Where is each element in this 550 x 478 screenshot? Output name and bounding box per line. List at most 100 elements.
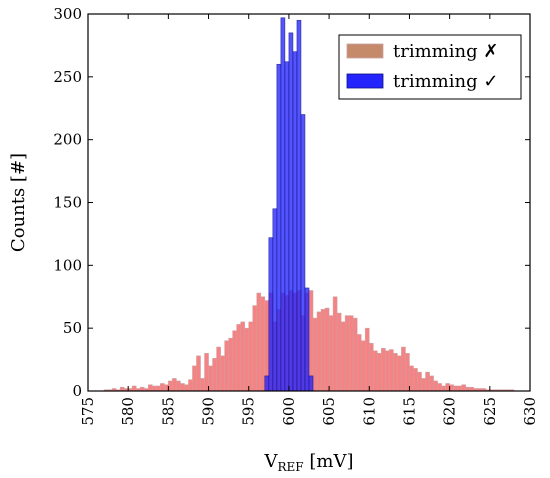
y-tick-label: 50 [63, 319, 82, 337]
bar-untrimmed [240, 321, 246, 392]
legend: trimming ✗ trimming ✓ [338, 34, 522, 100]
x-tick-label: 600 [280, 397, 298, 426]
bar-trimmed [296, 19, 302, 392]
legend-swatch-trimmed [346, 73, 384, 89]
x-tick-label: 610 [360, 397, 378, 426]
bar-untrimmed [409, 365, 414, 392]
legend-label-trimmed: trimming ✓ [393, 71, 498, 92]
bar-untrimmed [147, 384, 153, 392]
x-tick-label: 605 [320, 397, 338, 426]
bar-untrimmed [401, 346, 406, 392]
x-tick-label: 580 [119, 397, 137, 426]
bar-untrimmed [368, 342, 374, 392]
bar-untrimmed [200, 378, 205, 392]
bar-untrimmed [332, 296, 338, 392]
bar-untrimmed [340, 321, 346, 392]
y-tick-label: 200 [53, 131, 82, 149]
y-axis-title: Counts [#] [8, 153, 29, 252]
bar-untrimmed [244, 327, 250, 392]
bar-untrimmed [344, 315, 350, 392]
bar-untrimmed [393, 352, 398, 392]
bar-untrimmed [417, 371, 422, 392]
bar-untrimmed [256, 292, 262, 392]
y-tick-label: 250 [53, 68, 82, 86]
bar-untrimmed [437, 383, 442, 392]
bar-untrimmed [164, 384, 169, 392]
x-axis-title-unit: [mV] [304, 451, 354, 472]
legend-swatch-untrimmed [346, 43, 384, 59]
bar-untrimmed [188, 379, 193, 392]
y-tick-label: 150 [53, 194, 82, 212]
x-tick-label: 590 [200, 397, 218, 426]
bar-untrimmed [212, 358, 217, 392]
bar-untrimmed [425, 371, 430, 392]
bar-untrimmed [445, 383, 450, 392]
bar-untrimmed [320, 309, 326, 392]
bar-untrimmed [377, 352, 382, 392]
bar-untrimmed [372, 350, 378, 392]
x-axis-title-subscript: REF [278, 460, 304, 474]
bar-untrimmed [421, 378, 426, 392]
bar-untrimmed [156, 385, 161, 392]
bar-trimmed [300, 114, 306, 392]
x-tick-label: 620 [441, 397, 459, 426]
bar-untrimmed [461, 384, 467, 392]
bar-untrimmed [405, 352, 410, 392]
bar-untrimmed [168, 380, 173, 392]
bar-untrimmed [224, 340, 229, 392]
bar-untrimmed [385, 350, 390, 392]
x-tick-label: 615 [400, 397, 418, 426]
bar-untrimmed [312, 317, 318, 392]
bar-untrimmed [364, 327, 370, 392]
y-axis: 0 50 100 150 200 250 300 [53, 5, 530, 400]
bar-untrimmed [176, 380, 181, 392]
bar-untrimmed [160, 383, 165, 392]
bar-untrimmed [433, 380, 438, 392]
x-axis-title: VREF [mV] [264, 451, 354, 474]
bar-trimmed [268, 237, 274, 392]
bar-untrimmed [356, 334, 362, 392]
x-tick-label: 625 [481, 397, 499, 426]
bar-untrimmed [220, 355, 225, 392]
legend-label-untrimmed: trimming ✗ [393, 41, 498, 62]
bar-trimmed [304, 287, 310, 392]
bar-untrimmed [316, 311, 322, 392]
bar-untrimmed [449, 384, 454, 392]
x-tick-label: 585 [159, 397, 177, 426]
bar-untrimmed [184, 384, 189, 392]
bar-untrimmed [413, 368, 418, 392]
bar-untrimmed [348, 315, 354, 392]
bar-untrimmed [381, 347, 386, 392]
bar-untrimmed [196, 355, 201, 392]
bar-untrimmed [429, 375, 434, 392]
x-tick-label: 595 [240, 397, 258, 426]
bar-untrimmed [192, 365, 197, 392]
bar-untrimmed [352, 317, 358, 392]
bar-untrimmed [216, 346, 221, 392]
bar-untrimmed [336, 312, 342, 392]
series-trimmed [264, 17, 314, 392]
y-tick-label: 300 [53, 5, 82, 23]
bar-untrimmed [131, 385, 137, 392]
bar-untrimmed [232, 330, 237, 392]
x-axis-title-main: V [264, 451, 279, 472]
bar-trimmed [280, 17, 286, 392]
bar-trimmed [276, 63, 282, 392]
bar-untrimmed [172, 378, 177, 392]
bar-untrimmed [208, 365, 213, 392]
x-tick-label: 575 [79, 397, 97, 426]
y-tick-label: 100 [53, 256, 82, 274]
bar-untrimmed [324, 307, 330, 392]
bar-untrimmed [236, 324, 241, 392]
bar-untrimmed [389, 349, 394, 392]
bar-trimmed [264, 375, 270, 392]
bar-trimmed [284, 61, 290, 392]
bar-trimmed [292, 51, 298, 392]
bar-trimmed [288, 32, 294, 392]
bar-trimmed [272, 208, 278, 392]
bar-untrimmed [151, 385, 157, 392]
bar-untrimmed [457, 385, 462, 392]
bar-trimmed [308, 375, 314, 392]
x-axis: 575 580 585 590 595 600 605 610 615 620 625 630 [79, 14, 539, 426]
